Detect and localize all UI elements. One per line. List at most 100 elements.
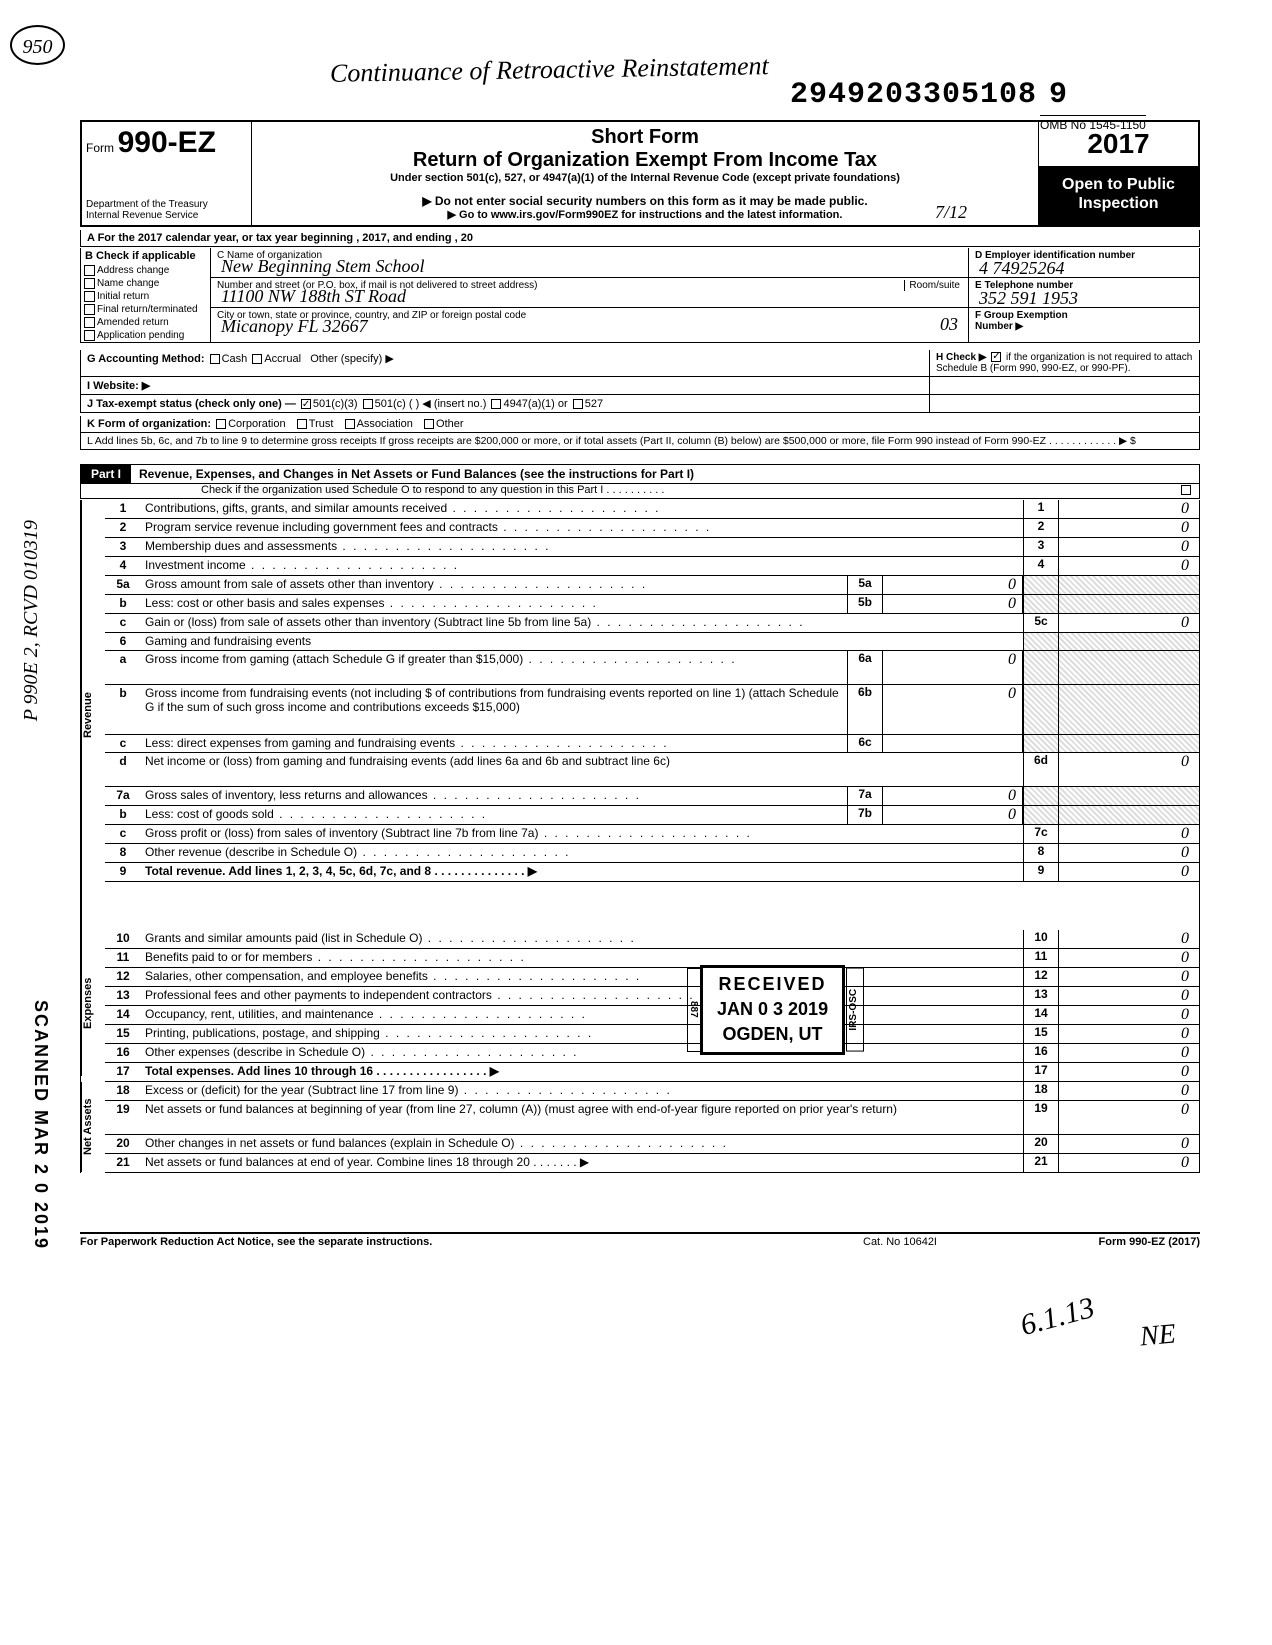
line-18: 18Excess or (deficit) for the year (Subt…	[105, 1082, 1199, 1101]
line-20-num: 20	[105, 1135, 141, 1153]
line-16-rnum: 16	[1023, 1044, 1059, 1062]
line-6b-rnum	[1023, 685, 1059, 734]
line-8-num: 8	[105, 844, 141, 862]
line-14: 14Occupancy, rent, utilities, and mainte…	[105, 1006, 1199, 1025]
line-6b-mval: 0	[883, 685, 1023, 734]
line-21-num: 21	[105, 1154, 141, 1172]
chk-corp[interactable]	[216, 419, 226, 429]
g-other: Other (specify) ▶	[310, 353, 394, 365]
scanned-stamp: SCANNED MAR 2 0 2019	[30, 1000, 51, 1250]
line-6c-mval	[883, 735, 1023, 752]
stamp-right-code: IRS-OSC	[846, 968, 864, 1052]
line-16-num: 16	[105, 1044, 141, 1062]
line-3-val: 0	[1059, 538, 1199, 556]
netassets-side-label: Net Assets	[81, 1082, 105, 1172]
chk-527[interactable]	[573, 399, 583, 409]
line-11-num: 11	[105, 949, 141, 967]
line-6a-mnum: 6a	[847, 651, 883, 684]
chk-4947[interactable]	[491, 399, 501, 409]
line-6c: cLess: direct expenses from gaming and f…	[105, 735, 1199, 753]
chk-application-pending[interactable]: Application pending	[81, 329, 210, 342]
part1-title: Revenue, Expenses, and Changes in Net As…	[131, 465, 1199, 483]
line-17-val: 0	[1059, 1063, 1199, 1081]
k-corp: Corporation	[228, 418, 285, 430]
part1-tag: Part I	[81, 465, 131, 483]
d-ein-value: 4 74925264	[979, 258, 1065, 279]
line-3-num: 3	[105, 538, 141, 556]
chk-assoc[interactable]	[345, 419, 355, 429]
line-17-desc: Total expenses. Add lines 10 through 16 …	[141, 1063, 1023, 1081]
line-6c-mnum: 6c	[847, 735, 883, 752]
line-9-desc: Total revenue. Add lines 1, 2, 3, 4, 5c,…	[141, 863, 1023, 881]
chk-schedule-o[interactable]	[1181, 485, 1191, 495]
chk-cash[interactable]	[210, 354, 220, 364]
j-4947: 4947(a)(1) or	[503, 398, 567, 410]
line-7b: bLess: cost of goods sold7b0	[105, 806, 1199, 825]
line-19-rnum: 19	[1023, 1101, 1059, 1134]
line-6d: dNet income or (loss) from gaming and fu…	[105, 753, 1199, 787]
chk-address-change[interactable]: Address change	[81, 264, 210, 277]
line-7a: 7aGross sales of inventory, less returns…	[105, 787, 1199, 806]
chk-amended-return[interactable]: Amended return	[81, 316, 210, 329]
page-footer: For Paperwork Reduction Act Notice, see …	[80, 1232, 1200, 1248]
line-5a-rnum	[1023, 576, 1059, 594]
line-5c-val: 0	[1059, 614, 1199, 632]
chk-501c[interactable]	[363, 399, 373, 409]
line-11-rnum: 11	[1023, 949, 1059, 967]
row-g-accounting: G Accounting Method: Cash Accrual Other …	[80, 350, 1200, 377]
c-city: City or town, state or province, country…	[211, 308, 968, 338]
dept-treasury: Department of the Treasury Internal Reve…	[86, 199, 208, 221]
line-5b-desc: Less: cost or other basis and sales expe…	[141, 595, 847, 613]
received-stamp: 887 RECEIVED JAN 0 3 2019 OGDEN, UT IRS-…	[700, 965, 845, 1055]
line-6b-desc: Gross income from fundraising events (no…	[141, 685, 847, 734]
chk-trust[interactable]	[297, 419, 307, 429]
line-6b: bGross income from fundraising events (n…	[105, 685, 1199, 735]
chk-other[interactable]	[424, 419, 434, 429]
line-20-rnum: 20	[1023, 1135, 1059, 1153]
line-13-num: 13	[105, 987, 141, 1005]
row-k-form-of-org: K Form of organization: Corporation Trus…	[80, 416, 1200, 433]
stamp-left-code: 887	[687, 968, 701, 1052]
line-7b-rval	[1059, 806, 1199, 824]
line-18-desc: Excess or (deficit) for the year (Subtra…	[141, 1082, 1023, 1100]
chk-initial-return[interactable]: Initial return	[81, 290, 210, 303]
form-number: 990-EZ	[118, 126, 216, 159]
chk-h[interactable]	[991, 352, 1001, 362]
line-4-val: 0	[1059, 557, 1199, 575]
f-group-exemption: F Group Exemption Number ▶	[969, 308, 1199, 338]
chk-501c3[interactable]	[301, 399, 311, 409]
line-5b: bLess: cost or other basis and sales exp…	[105, 595, 1199, 614]
line-5a-mnum: 5a	[847, 576, 883, 594]
short-form-title: Short Form	[260, 126, 1030, 149]
tracking-number: 29492033051089	[790, 78, 1068, 112]
line-3-rnum: 3	[1023, 538, 1059, 556]
line-13: 13Professional fees and other payments t…	[105, 987, 1199, 1006]
line-6a-desc: Gross income from gaming (attach Schedul…	[141, 651, 847, 684]
g-cash: Cash	[222, 353, 248, 365]
line-6b-num: b	[105, 685, 141, 734]
lines-table: Revenue 1Contributions, gifts, grants, a…	[80, 500, 1200, 1173]
line-12-num: 12	[105, 968, 141, 986]
line-10-rnum: 10	[1023, 930, 1059, 948]
line-14-num: 14	[105, 1006, 141, 1024]
block-b-through-f: B Check if applicable Address change Nam…	[80, 248, 1200, 343]
line-16-desc: Other expenses (describe in Schedule O)	[141, 1044, 1023, 1062]
k-assoc: Association	[357, 418, 413, 430]
line-2-val: 0	[1059, 519, 1199, 537]
line-7a-num: 7a	[105, 787, 141, 805]
k-other: Other	[436, 418, 464, 430]
line-4-desc: Investment income	[141, 557, 1023, 575]
line-19-num: 19	[105, 1101, 141, 1134]
chk-name-change[interactable]: Name change	[81, 277, 210, 290]
line-7c-num: c	[105, 825, 141, 843]
handwritten-bottom-initials: NE	[1139, 1319, 1177, 1354]
line-4-rnum: 4	[1023, 557, 1059, 575]
line-5b-mval: 0	[883, 595, 1023, 613]
line-5a-rval	[1059, 576, 1199, 594]
line-19: 19Net assets or fund balances at beginni…	[105, 1101, 1199, 1135]
chk-accrual[interactable]	[252, 354, 262, 364]
chk-final-return[interactable]: Final return/terminated	[81, 303, 210, 316]
line-20-desc: Other changes in net assets or fund bala…	[141, 1135, 1023, 1153]
line-16-val: 0	[1059, 1044, 1199, 1062]
line-7a-rval	[1059, 787, 1199, 805]
